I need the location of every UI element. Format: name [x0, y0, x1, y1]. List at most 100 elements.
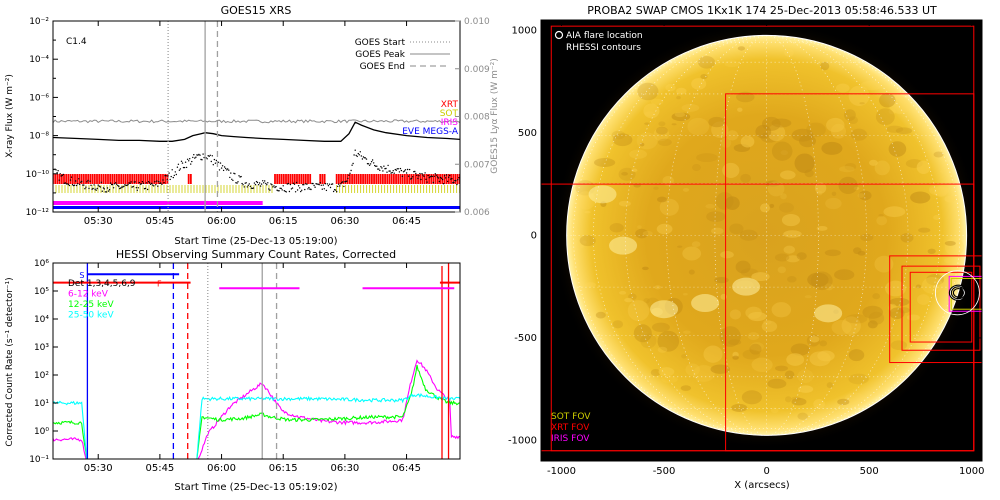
short-channel-point [80, 181, 82, 183]
solar-feature [841, 316, 861, 336]
y-tick-label: -500 [514, 333, 537, 344]
solar-feature [785, 396, 792, 403]
short-channel-point [389, 170, 391, 172]
y-right-tick-label: 0.010 [464, 17, 490, 27]
short-channel-point [234, 173, 236, 175]
series-long-channel-line [53, 121, 460, 142]
solar-feature [640, 333, 657, 349]
short-channel-point [312, 182, 314, 185]
short-channel-point [305, 183, 307, 185]
solar-feature [843, 109, 856, 121]
solar-feature [797, 369, 814, 384]
short-channel-point [405, 172, 408, 174]
short-channel-point [325, 189, 328, 192]
short-channel-point [324, 183, 327, 185]
active-region [609, 236, 638, 255]
solar-feature [724, 196, 740, 210]
solar-feature [774, 253, 790, 262]
short-channel-point [186, 158, 189, 160]
short-channel-point [447, 180, 449, 183]
solar-feature [642, 266, 649, 271]
short-channel-point [444, 177, 447, 179]
fov-box [909, 271, 973, 343]
solar-feature [780, 150, 788, 156]
y-right-tick-label: 0.006 [464, 208, 490, 218]
solar-feature [834, 269, 855, 281]
short-channel-point [98, 185, 101, 187]
solar-feature [698, 55, 716, 69]
short-channel-point [68, 184, 71, 187]
solar-feature [933, 215, 941, 220]
short-channel-point [124, 184, 126, 186]
legend-symbol [554, 30, 564, 40]
solar-feature [845, 314, 868, 324]
y-tick-label: 0 [531, 230, 537, 241]
solar-feature [657, 346, 668, 353]
short-channel-point [381, 167, 383, 169]
solar-feature [642, 230, 653, 237]
short-channel-point [391, 171, 393, 174]
solar-feature [650, 368, 661, 377]
solar-feature [889, 297, 910, 307]
short-channel-point [458, 177, 460, 179]
hessi-axes: S F 05:30 05:45 06:00 06:15 06:30 06:45 10⁶ 10⁵ 10… [29, 259, 421, 474]
x-tick-label: -500 [653, 466, 676, 477]
y-tick-label: 10⁻¹ [29, 455, 49, 465]
solar-feature [761, 320, 778, 332]
short-channel-point [415, 172, 417, 175]
solar-feature [783, 230, 802, 238]
swap-legend-top: RHESSI contours [566, 43, 641, 53]
solar-feature [807, 272, 829, 287]
short-channel-point [289, 183, 292, 186]
hessi-xlabel: Start Time (25-Dec-13 05:19:02) [174, 482, 337, 493]
short-channel-point [136, 189, 138, 191]
solar-feature [883, 206, 906, 218]
short-channel-point [220, 167, 223, 169]
short-channel-point [310, 188, 312, 191]
short-channel-point [120, 187, 122, 189]
solar-feature [681, 354, 687, 359]
short-channel-point [386, 171, 388, 173]
short-channel-point [74, 180, 77, 182]
solar-feature [867, 320, 878, 329]
solar-feature [879, 93, 896, 108]
short-channel-point [347, 177, 349, 180]
short-channel-point [64, 182, 67, 184]
solar-feature [715, 192, 734, 210]
short-channel-point [309, 188, 311, 190]
goes-ylabel-right: GOES15 Lyα Flux (W m⁻²) [490, 58, 500, 174]
short-channel-point [264, 180, 266, 182]
solar-feature [750, 342, 764, 352]
short-channel-point [93, 184, 95, 186]
short-channel-point [178, 169, 181, 171]
y-right-tick-label: 0.007 [464, 160, 490, 170]
short-channel-point [166, 179, 168, 181]
swap-xlabel: X (arcsecs) [734, 480, 790, 491]
x-tick-label: 06:30 [330, 216, 359, 227]
short-channel-point [65, 183, 68, 185]
short-channel-point [455, 180, 457, 182]
short-channel-point [296, 189, 299, 191]
short-channel-point [182, 166, 185, 169]
short-channel-point [283, 190, 285, 192]
short-channel-point [73, 184, 76, 186]
short-channel-point [318, 184, 320, 186]
short-channel-point [399, 167, 402, 170]
short-channel-point [346, 180, 348, 182]
solar-feature [844, 162, 857, 171]
short-channel-point [362, 156, 365, 158]
short-channel-point [297, 185, 300, 187]
short-channel-point [440, 177, 443, 179]
short-channel-point [393, 172, 395, 174]
goes-xlabel: Start Time (25-Dec-13 05:19:00) [174, 236, 337, 247]
solar-feature [944, 257, 952, 264]
fov-box [901, 265, 981, 351]
short-channel-point [339, 185, 341, 187]
short-channel-point [201, 159, 203, 161]
short-channel-point [360, 155, 362, 157]
short-channel-point [300, 190, 302, 193]
short-channel-point [265, 182, 267, 185]
short-channel-point [210, 160, 212, 163]
short-channel-point [246, 186, 248, 188]
short-channel-point [272, 186, 274, 188]
